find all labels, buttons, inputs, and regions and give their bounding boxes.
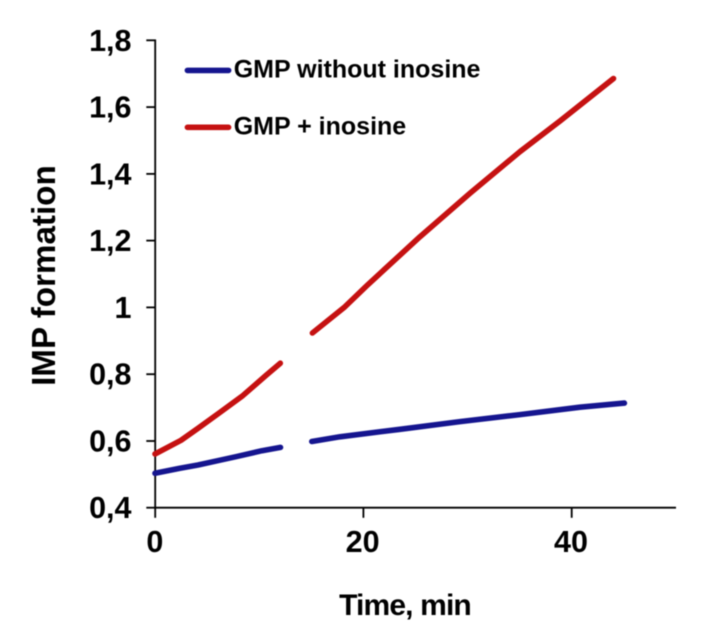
- svg-text:0,8: 0,8: [89, 358, 131, 392]
- svg-text:1,4: 1,4: [89, 157, 131, 191]
- svg-text:0: 0: [146, 525, 163, 559]
- svg-text:20: 20: [346, 525, 380, 559]
- svg-text:IMP formation: IMP formation: [26, 165, 63, 386]
- svg-text:GMP without inosine: GMP without inosine: [234, 56, 481, 84]
- svg-text:GMP + inosine: GMP + inosine: [234, 112, 407, 140]
- svg-text:1,2: 1,2: [89, 224, 131, 258]
- svg-text:1,6: 1,6: [89, 91, 131, 125]
- svg-text:Time, min: Time, min: [339, 589, 471, 622]
- svg-text:1: 1: [115, 291, 132, 325]
- svg-text:40: 40: [554, 525, 588, 559]
- svg-text:1,8: 1,8: [89, 24, 131, 58]
- svg-text:0,6: 0,6: [89, 425, 131, 459]
- svg-text:0,4: 0,4: [89, 491, 131, 525]
